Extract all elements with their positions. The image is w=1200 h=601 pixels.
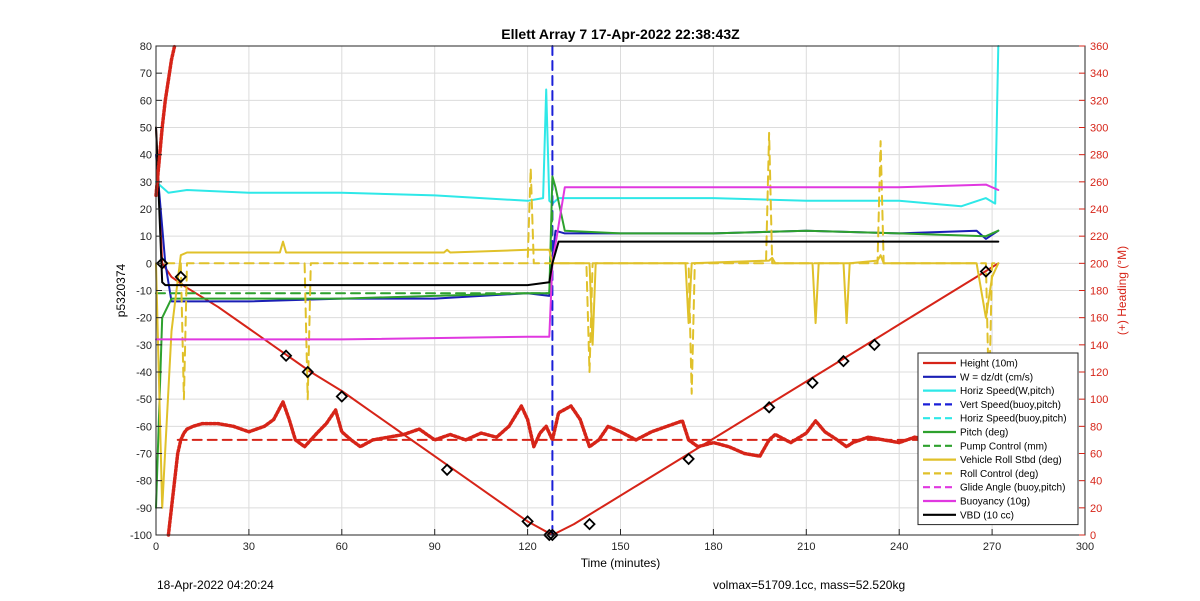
x-tick-label: 270 [983,541,1001,553]
x-tick-label: 210 [797,541,815,553]
y-right-tick-label: 140 [1090,340,1108,352]
height-marker [583,517,596,531]
y-tick-label: -100 [130,530,152,542]
legend: Height (10m) W = dz/dt (cm/s) Horiz Speed(… [917,352,1079,526]
legend-entry: W = dz/dt (cm/s) [960,372,1033,383]
height-marker [301,365,315,379]
series-line-6 [155,208,554,295]
series-line-14 [154,44,177,198]
y-tick-label: 0 [146,258,152,270]
y-right-tick-label: 320 [1090,95,1108,107]
chart-title: Ellett Array 7 17-Apr-2022 22:38:43Z [501,26,740,42]
y-tick-label: -70 [136,449,152,461]
x-tick-label: 90 [429,541,441,553]
height-marker [543,528,556,542]
series-line-10 [155,183,1000,341]
y-right-tick-label: 160 [1090,313,1108,325]
x-tick-label: 180 [704,541,722,553]
series-line-1 [155,153,1000,303]
y-tick-label: -10 [136,286,152,298]
legend-entry: Glide Angle (buoy,pitch) [960,483,1065,494]
y-right-tick-label: 240 [1090,204,1108,216]
legend-entry: Roll Control (deg) [960,469,1038,480]
height-marker [174,270,188,284]
legend-entry: Buoyancy (10g) [960,497,1030,508]
legend-box [917,352,1079,526]
series-line-7 [155,240,1000,509]
y-tick-label: 70 [140,68,152,80]
legend-entry: Vehicle Roll Stbd (deg) [960,455,1062,466]
y-tick-label: 60 [140,95,152,107]
y-right-tick-label: 200 [1090,258,1108,270]
y-tick-label: -40 [136,367,152,379]
y-axis-label: p5320374 [114,263,128,317]
y-right-tick-label: 180 [1090,286,1108,298]
legend-entry: Horiz Speed(W,pitch) [960,386,1054,397]
x-tick-label: 120 [518,541,536,553]
y-right-tick-label: 80 [1090,421,1102,433]
footer-timestamp: 18-Apr-2022 04:20:24 [157,578,274,592]
height-marker [521,515,534,528]
height-marker [762,401,776,414]
y-tick-label: -60 [136,421,152,433]
legend-entry: VBD (10 cc) [960,510,1014,521]
legend-entry: Pump Control (mm) [960,441,1047,452]
height-marker [837,354,850,368]
x-tick-label: 300 [1076,541,1094,553]
marker-layer [155,257,993,542]
y-right-tick-label: 60 [1090,449,1102,461]
series-line-11 [155,126,1000,287]
y-tick-label: -20 [136,313,152,325]
y-tick-label: -90 [136,503,152,515]
y-right-tick-label: 20 [1090,503,1102,515]
y-tick-label: 10 [140,231,152,243]
y-right-tick-label: 280 [1090,150,1108,162]
y-right-tick-label: 40 [1090,476,1102,488]
height-marker [979,265,993,278]
height-marker [279,349,293,362]
x-tick-label: 150 [611,541,629,553]
legend-entry: Pitch (deg) [960,428,1008,439]
legend-entry: Vert Speed(buoy,pitch) [960,400,1061,411]
y-right-tick-label: 0 [1090,530,1096,542]
x-tick-label: 30 [243,541,255,553]
y-tick-label: 80 [140,41,152,53]
y-tick-label: 40 [140,150,152,162]
y-right-tick-label: 220 [1090,231,1108,243]
y-axis-right-label: (+) Heading (°M) [1115,246,1129,335]
x-tick-label: 240 [890,541,908,553]
y-right-tick-label: 260 [1090,177,1108,189]
x-axis-label: Time (minutes) [581,556,661,570]
series-line-2 [155,45,1000,208]
x-tick-label: 0 [153,541,159,553]
series-line-8 [164,131,1000,401]
legend-entry: Horiz Speed(buoy,pitch) [960,414,1067,425]
height-marker [335,390,349,403]
footer-mass-info: volmax=51709.1cc, mass=52.520kg [713,578,906,592]
y-right-tick-label: 120 [1090,367,1108,379]
y-right-tick-label: 300 [1090,123,1108,135]
y-tick-label: 30 [140,177,152,189]
y-right-tick-label: 100 [1090,394,1108,406]
height-marker [546,528,559,542]
y-tick-label: -80 [136,476,152,488]
height-marker [682,452,695,466]
y-tick-label: -50 [136,394,152,406]
series-line-0 [155,126,1000,536]
y-tick-label: -30 [136,340,152,352]
legend-entry: Height (10m) [960,359,1018,370]
y-right-tick-label: 340 [1090,68,1108,80]
height-marker [155,257,169,270]
y-tick-label: 20 [140,204,152,216]
height-marker [868,338,881,352]
series-line-12 [166,400,994,537]
y-tick-label: 50 [140,123,152,135]
height-marker [440,463,454,477]
x-tick-label: 60 [336,541,348,553]
height-marker [806,376,819,390]
axis-layer: 0 30 60 90 120 150 180 210 240 270 300-100-90-80-7… [130,41,1108,553]
y-right-tick-label: 360 [1090,41,1108,53]
